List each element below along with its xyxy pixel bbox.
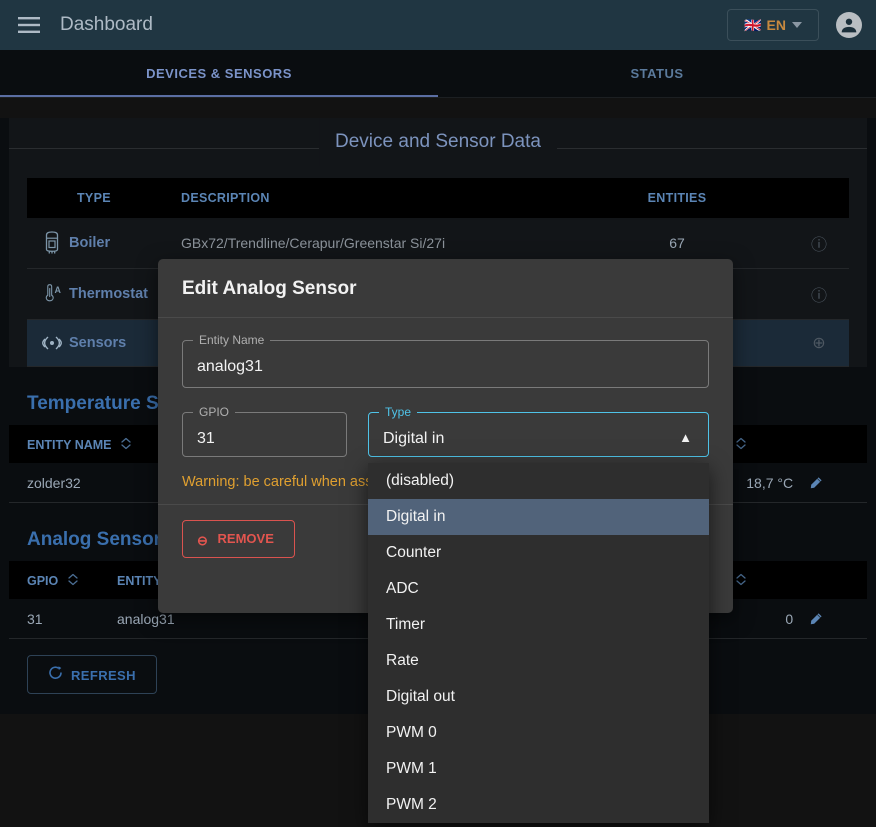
svg-text:A: A: [55, 285, 62, 295]
